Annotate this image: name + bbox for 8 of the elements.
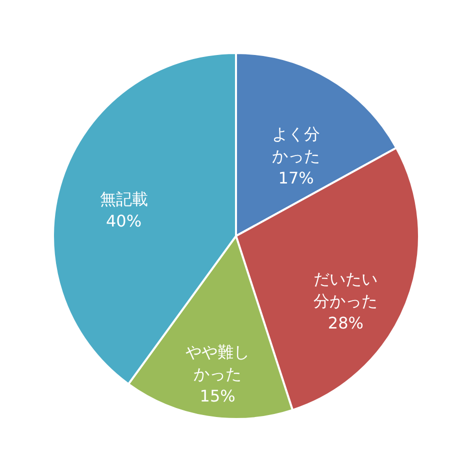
data-label: 17% [278, 168, 314, 188]
slice-label: だいたい分かった [314, 269, 378, 310]
data-label: 15% [200, 386, 236, 406]
slice-label: 無記載 [100, 190, 148, 209]
slice-label: よく分かった [272, 124, 320, 166]
data-label: 40% [106, 212, 142, 231]
data-label: 28% [328, 313, 364, 332]
slice-label: やや難しかった [186, 342, 250, 384]
